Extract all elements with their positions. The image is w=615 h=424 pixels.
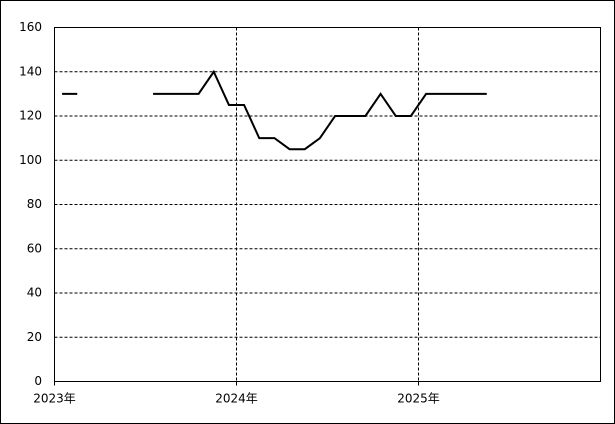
y-tick-label: 60 — [27, 241, 42, 255]
y-tick-label: 140 — [19, 64, 42, 78]
x-tick-label: 2024年 — [215, 392, 258, 406]
y-tick-label: 40 — [27, 286, 42, 300]
data-line — [62, 69, 487, 151]
y-tick-label: 80 — [27, 197, 42, 211]
y-tick-label: 100 — [19, 153, 42, 167]
y-tick-label: 120 — [19, 109, 42, 123]
y-tick-label: 160 — [19, 20, 42, 34]
y-tick-label: 20 — [27, 330, 42, 344]
x-tick-label: 2025年 — [397, 392, 440, 406]
y-tick-label: 0 — [34, 374, 42, 388]
x-tick-label: 2023年 — [33, 392, 76, 406]
